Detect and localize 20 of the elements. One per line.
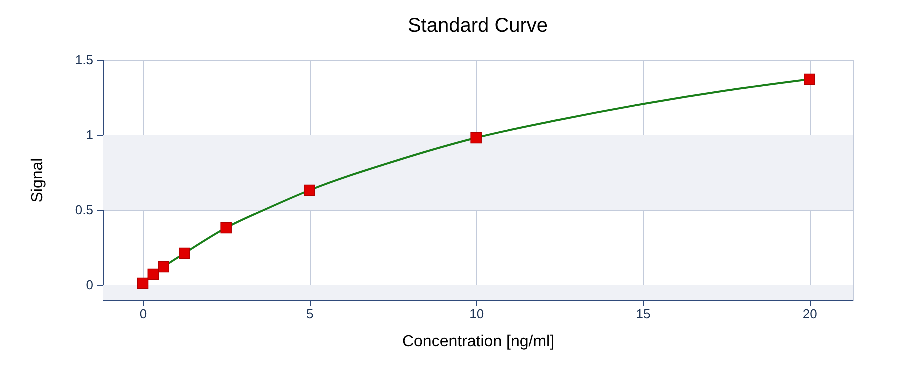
x-tick-label: 15 — [636, 306, 651, 322]
point — [470, 132, 482, 144]
y-tick-label: 1 — [86, 128, 94, 142]
point — [137, 278, 149, 290]
x-tick-label: 10 — [470, 306, 484, 322]
x-tick-label: 5 — [306, 306, 314, 322]
y-tick-label: 0.5 — [75, 202, 94, 218]
y-tick-label: 0 — [86, 278, 94, 292]
point — [148, 268, 160, 280]
point — [158, 261, 170, 273]
y-tick-label: 1.5 — [75, 52, 94, 68]
point — [220, 222, 232, 234]
x-tick-label: 20 — [802, 306, 818, 322]
x-tick-label: 0 — [140, 306, 148, 322]
chart-title: Standard Curve — [408, 15, 548, 37]
x-axis-title: Concentration [ng/ml] — [402, 334, 555, 350]
point — [804, 74, 816, 86]
point — [179, 248, 190, 260]
point — [304, 184, 316, 196]
y-axis-title: Signal — [29, 158, 46, 203]
